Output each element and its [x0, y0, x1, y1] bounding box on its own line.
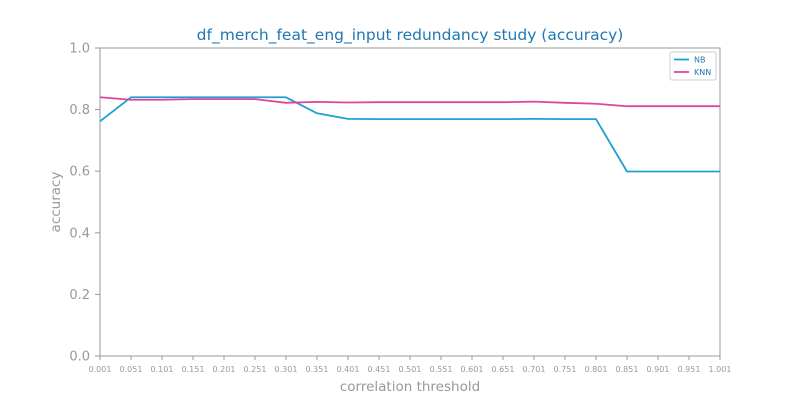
x-tick-label: 0.751	[554, 365, 577, 374]
x-tick-label: 0.101	[151, 365, 174, 374]
x-tick-label: 0.401	[337, 365, 360, 374]
x-tick-label: 0.201	[213, 365, 236, 374]
x-axis-label: correlation threshold	[340, 379, 480, 395]
x-tick-label: 0.551	[430, 365, 453, 374]
x-tick-label: 0.051	[120, 365, 143, 374]
x-tick-label: 0.301	[275, 365, 298, 374]
x-tick-label: 0.251	[244, 365, 267, 374]
plot-frame	[99, 47, 721, 357]
chart-title: df_merch_feat_eng_input redundancy study…	[197, 26, 624, 45]
x-tick-label: 0.901	[647, 365, 670, 374]
series-line-nb	[99, 96, 720, 173]
x-tick-label: 0.001	[89, 365, 112, 374]
x-tick-label: 0.501	[399, 365, 422, 374]
x-tick-label: 0.451	[368, 365, 391, 374]
x-tick-label: 0.651	[492, 365, 515, 374]
legend: NB KNN	[669, 51, 717, 81]
y-tick-label: 0.2	[69, 288, 90, 303]
x-tick-label: 0.951	[678, 365, 701, 374]
y-tick-label: 0.4	[69, 226, 90, 241]
x-tick-label: 0.851	[616, 365, 639, 374]
y-tick-label: 0.8	[69, 103, 90, 118]
legend-label-nb: NB	[694, 56, 705, 65]
x-tick-label: 0.701	[523, 365, 546, 374]
series-layer	[99, 96, 720, 173]
x-tick-label: 0.151	[182, 365, 205, 374]
x-tick-label: 1.001	[709, 365, 732, 374]
x-tick-label: 0.601	[461, 365, 484, 374]
y-tick-label: 0.6	[69, 165, 90, 180]
x-tick-label: 0.801	[585, 365, 608, 374]
y-axis-label: accuracy	[48, 172, 64, 233]
series-line-knn	[99, 96, 720, 108]
x-tick-label: 0.351	[306, 365, 329, 374]
legend-label-knn: KNN	[694, 68, 711, 77]
axes: 0.0 0.2 0.4 0.6 0.8 1.0 0.001 0.051 0.101 0.151 0.…	[69, 42, 731, 375]
y-tick-label: 1.0	[69, 42, 90, 57]
y-tick-label: 0.0	[69, 350, 90, 365]
